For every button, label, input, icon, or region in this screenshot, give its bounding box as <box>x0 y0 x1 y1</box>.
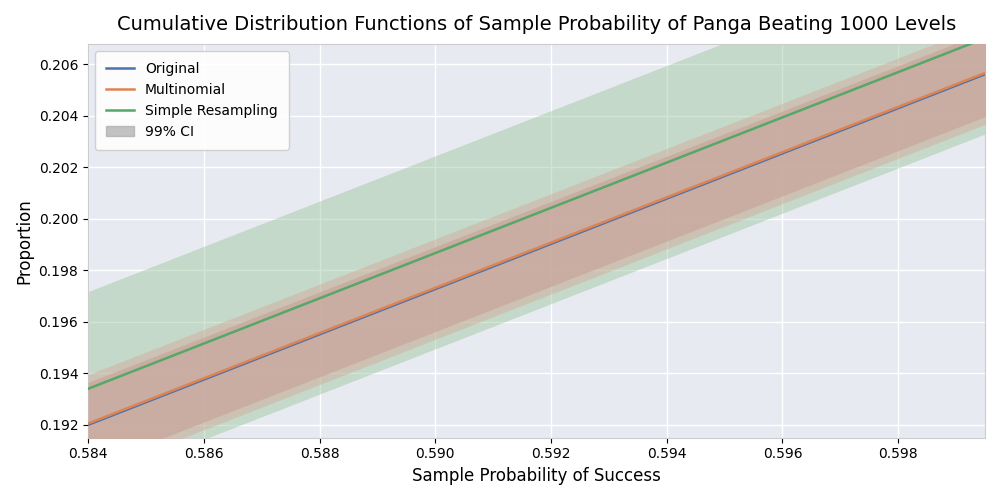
Line: Multinomial: Multinomial <box>88 50 1000 424</box>
Multinomial <box>844 123 856 129</box>
Multinomial <box>503 256 515 262</box>
Line: Original: Original <box>88 52 1000 425</box>
Original <box>180 384 192 390</box>
Simple Resampling <box>827 95 839 101</box>
Original <box>503 258 515 264</box>
Original <box>82 422 94 428</box>
Multinomial <box>180 382 192 388</box>
X-axis label: Sample Probability of Success: Sample Probability of Success <box>412 467 661 485</box>
Title: Cumulative Distribution Functions of Sample Probability of Panga Beating 1000 Le: Cumulative Distribution Functions of Sam… <box>117 15 956 34</box>
Original <box>468 271 480 277</box>
Simple Resampling <box>738 130 750 136</box>
Simple Resampling <box>844 88 856 94</box>
Legend: Original, Multinomial, Simple Resampling, 99% CI: Original, Multinomial, Simple Resampling… <box>95 51 289 150</box>
Simple Resampling <box>180 348 192 354</box>
Multinomial <box>738 164 750 170</box>
Multinomial <box>468 270 480 276</box>
Line: Simple Resampling: Simple Resampling <box>88 16 1000 389</box>
Original <box>844 124 856 130</box>
Multinomial <box>82 420 94 426</box>
Original <box>827 131 839 137</box>
Multinomial <box>827 130 839 136</box>
Y-axis label: Proportion: Proportion <box>15 198 33 284</box>
Simple Resampling <box>468 235 480 241</box>
Simple Resampling <box>503 222 515 228</box>
Simple Resampling <box>82 386 94 392</box>
Original <box>738 166 750 172</box>
